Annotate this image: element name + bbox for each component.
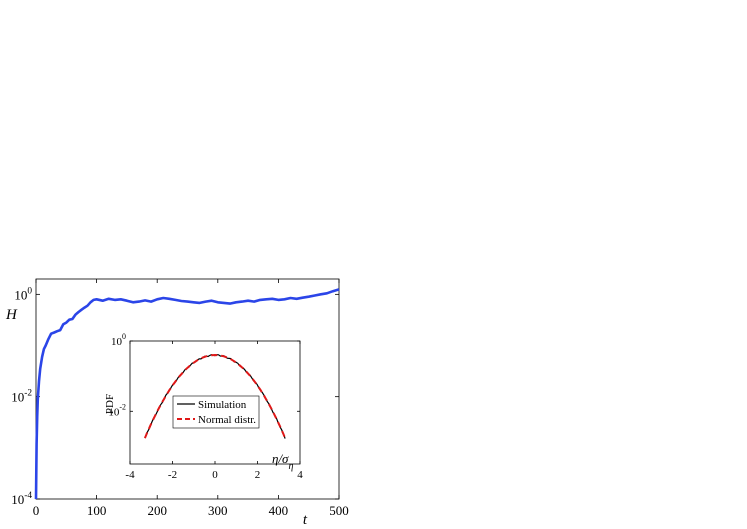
inset-x-tick-label: 2: [255, 469, 261, 481]
inset-x-tick-labels: -4 -2 0 2 4: [125, 469, 303, 481]
main-x-tick-label: 500: [329, 503, 349, 518]
inset-x-tick-label: 0: [212, 469, 218, 481]
main-y-tick-label: 100: [14, 286, 32, 302]
inset-y-tick-labels: 100 10-2: [108, 332, 126, 418]
legend-box: [172, 395, 260, 429]
main-y-axis-label: H: [5, 307, 18, 323]
main-x-tick-label: 300: [208, 503, 228, 518]
inset-y-tick-label: 100: [111, 332, 126, 348]
main-y-tick-labels: 100 10-2 10-4: [11, 286, 32, 507]
legend-label-simulation: Simulation: [198, 399, 247, 411]
main-x-tick-label: 400: [269, 503, 289, 518]
inset-y-axis-label: PDF: [104, 394, 116, 414]
main-x-tick-label: 0: [33, 503, 40, 518]
inset-x-tick-label: -4: [125, 469, 135, 481]
inset-y-tick-label: 10-2: [108, 402, 126, 418]
main-y-tick-label: 10-2: [11, 389, 32, 405]
main-x-tick-label: 100: [87, 503, 107, 518]
inset-x-tick-label: 4: [297, 469, 303, 481]
inset-x-axis-label-sub: η: [288, 461, 293, 472]
main-chart: 0 100 200 300 400 500 100 10-2 10-4 t H: [5, 278, 349, 528]
inset-x-axis-label-main: η/σ: [272, 451, 289, 466]
inset-legend: Simulation Normal distr.: [172, 395, 260, 429]
main-x-tick-labels: 0 100 200 300 400 500: [33, 503, 349, 518]
inset-x-axis-label: η/ση: [272, 451, 293, 472]
main-x-axis-label: t: [303, 512, 308, 528]
series-line-H: [34, 288, 340, 500]
inset-tick-marks: [129, 340, 301, 464]
main-y-tick-label: 10-4: [11, 491, 32, 507]
inset-x-tick-label: -2: [168, 469, 177, 481]
main-x-tick-label: 200: [147, 503, 167, 518]
series-line-normal-distr: [143, 353, 287, 439]
legend-label-normal-distr: Normal distr.: [198, 414, 256, 426]
main-plot-frame: [35, 278, 340, 500]
inset-chart: -4 -2 0 2 4 100 10-2 PDF η/ση Simulation Norm…: [104, 332, 303, 481]
